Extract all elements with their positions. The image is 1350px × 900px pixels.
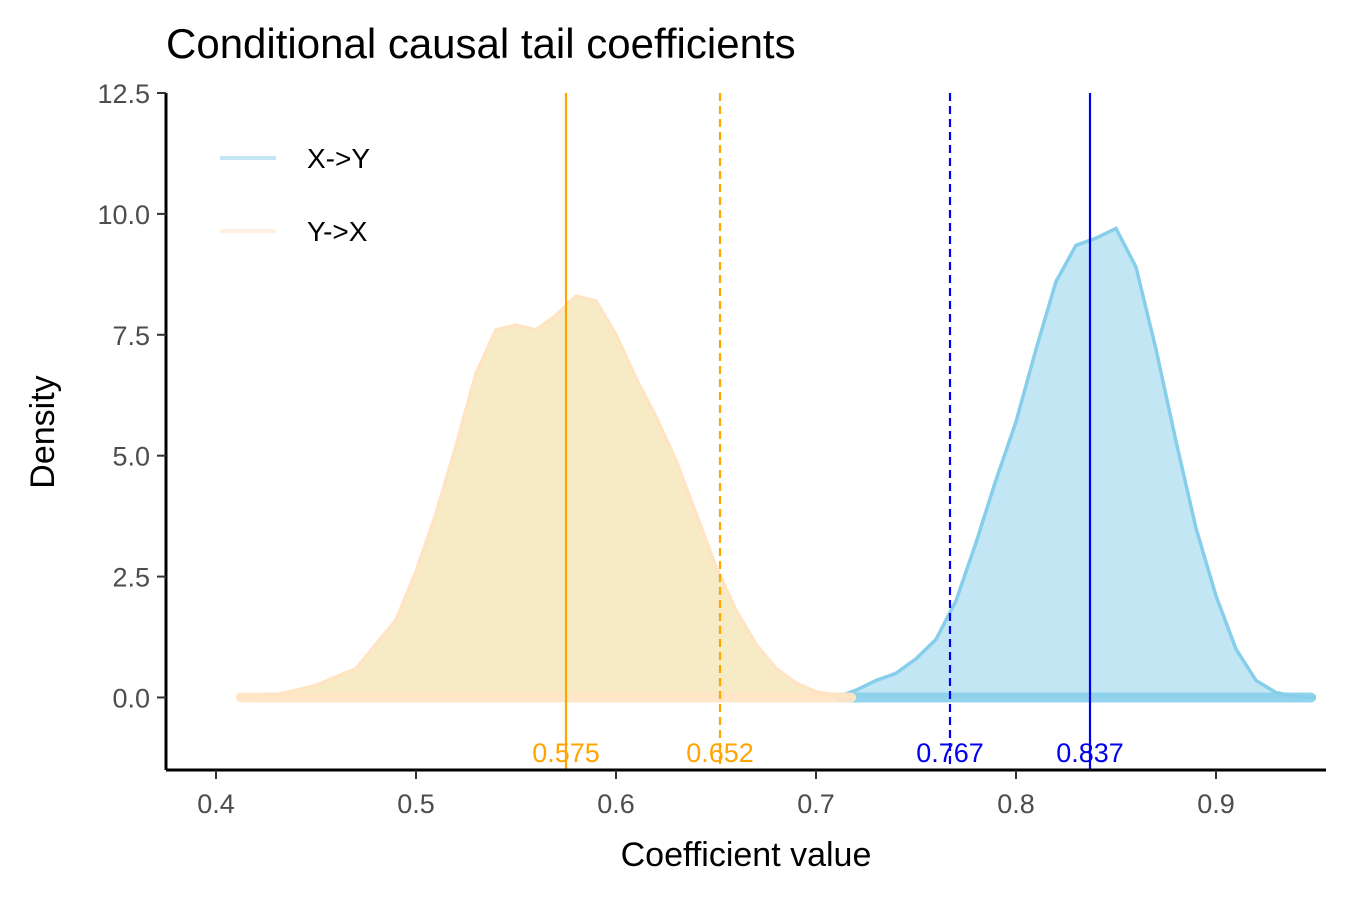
threshold-label-yx: 0.652 xyxy=(686,738,754,768)
x-tick-label: 0.7 xyxy=(797,789,835,819)
legend-label: Y->X xyxy=(307,216,368,247)
mean-label-yx: 0.575 xyxy=(532,738,600,768)
x-ticks: 0.4 0.5 0.6 0.7 0.8 0.9 xyxy=(197,770,1235,819)
density-area-yx xyxy=(236,296,856,698)
x-tick-label: 0.9 xyxy=(1197,789,1235,819)
y-tick-label: 5.0 xyxy=(112,442,150,472)
y-tick-label: 7.5 xyxy=(112,321,150,351)
rug-band-xy xyxy=(836,692,1316,703)
mean-label-xy: 0.837 xyxy=(1056,738,1124,768)
y-tick-label: 0.0 xyxy=(112,683,150,713)
legend-label: X->Y xyxy=(307,143,370,174)
density-line-xy xyxy=(835,226,1317,700)
density-line-yx xyxy=(235,294,857,700)
density-area-xy xyxy=(836,228,1316,698)
x-tick-label: 0.6 xyxy=(597,789,635,819)
threshold-label-xy: 0.767 xyxy=(916,738,984,768)
plot-area: 0.837 0.767 0.575 0.652 xyxy=(235,93,1317,770)
legend: X->Y Y->X xyxy=(220,143,370,247)
y-axis-title: Density xyxy=(24,375,62,488)
y-tick-label: 10.0 xyxy=(97,200,150,230)
x-tick-label: 0.4 xyxy=(197,789,235,819)
x-axis-title: Coefficient value xyxy=(621,836,872,874)
y-tick-label: 12.5 xyxy=(97,79,150,109)
x-tick-label: 0.8 xyxy=(997,789,1035,819)
y-tick-label: 2.5 xyxy=(112,563,150,593)
x-tick-label: 0.5 xyxy=(397,789,435,819)
chart-title: Conditional causal tail coefficients xyxy=(166,20,796,67)
rug-band-yx xyxy=(236,692,856,703)
y-ticks: 0.0 2.5 5.0 7.5 10.0 12.5 xyxy=(97,79,166,713)
